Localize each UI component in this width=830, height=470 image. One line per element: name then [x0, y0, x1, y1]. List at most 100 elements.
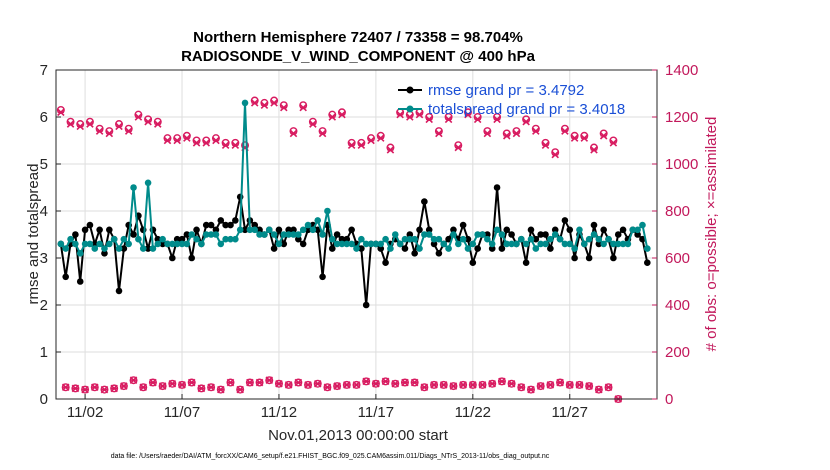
totalspread-point	[450, 231, 457, 238]
totalspread-point	[406, 235, 414, 243]
obs-assimilated-point	[338, 110, 346, 119]
obs-assimilated-point	[590, 146, 598, 154]
obs-assimilated-point	[197, 384, 206, 393]
totalspread-point	[275, 240, 283, 248]
rmse-point	[634, 231, 641, 238]
obs-assimilated-point	[401, 378, 409, 387]
totalspread-point	[188, 231, 196, 238]
rmse-point	[469, 259, 477, 267]
obs-possible-point	[400, 378, 409, 387]
totalspread-point	[135, 235, 142, 243]
totalspread-point	[72, 240, 79, 248]
totalspread-point	[246, 226, 254, 234]
rmse-point	[503, 226, 511, 234]
obs-assimilated-point	[129, 376, 138, 384]
y-right-tick-label: 1000	[665, 156, 698, 173]
obs-assimilated-point	[280, 103, 288, 112]
totalspread-point	[178, 240, 186, 248]
obs-assimilated-point	[304, 381, 312, 389]
plot-frame	[55, 69, 658, 400]
rmse-point	[358, 245, 365, 252]
chart-subtitle: RADIOSONDE_V_WIND_COMPONENT @ 400 hPa	[181, 48, 536, 65]
rmse-point	[183, 231, 191, 238]
totalspread-point	[285, 231, 292, 238]
obs-assimilated-point	[91, 383, 99, 392]
obs-assimilated-point	[488, 379, 496, 388]
totalspread-point	[164, 240, 171, 248]
obs-possible-point	[139, 383, 148, 392]
obs-assimilated-point	[565, 381, 574, 389]
totalspread-point	[493, 226, 501, 234]
obs-assimilated-point	[246, 378, 254, 387]
obs-assimilated-point	[139, 383, 148, 392]
totalspread-point	[328, 235, 336, 243]
obs-possible-point	[110, 384, 119, 393]
totalspread-point	[416, 245, 423, 252]
totalspread-point	[251, 226, 259, 234]
totalspread-point	[522, 240, 530, 248]
totalspread-point	[367, 240, 375, 248]
obs-assimilated-point	[71, 384, 80, 393]
totalspread-point	[396, 240, 404, 248]
totalspread-point	[362, 240, 370, 248]
obs-possible-point	[565, 380, 574, 389]
obs-possible-point	[497, 377, 506, 386]
totalspread-point	[106, 240, 113, 248]
obs-assimilated-point	[144, 117, 152, 126]
rmse-point	[96, 226, 103, 234]
obs-assimilated-point	[347, 141, 356, 149]
totalspread-point	[605, 235, 612, 243]
obs-assimilated-point	[294, 378, 303, 387]
obs-possible-point	[362, 377, 371, 386]
rmse-point	[493, 184, 501, 191]
obs-possible-point	[294, 378, 303, 387]
obs-assimilated-point	[333, 382, 341, 390]
totalspread-point	[614, 240, 622, 248]
legend: rmse grand pr = 3.4792 totalspread grand…	[398, 82, 625, 118]
y-axis-label-right: # of obs: o=possible; ×=assimilated	[703, 117, 720, 352]
obs-assimilated-point	[192, 139, 201, 147]
obs-assimilated-point	[469, 381, 477, 389]
totalspread-point	[556, 235, 564, 243]
rmse-point	[571, 254, 578, 262]
y-right-tick-label: 200	[665, 344, 690, 361]
obs-assimilated-point	[541, 141, 550, 149]
obs-possible-point	[381, 377, 390, 386]
y-tick-label: 4	[40, 203, 48, 220]
rmse-point	[450, 226, 457, 234]
totalspread-point	[377, 240, 385, 248]
totalspread-point	[193, 235, 200, 243]
obs-assimilated-point	[517, 383, 526, 392]
totalspread-point	[314, 217, 322, 224]
obs-assimilated-point	[367, 136, 375, 145]
obs-possible-point	[313, 379, 322, 388]
obs-assimilated-point	[585, 382, 593, 390]
rmse-point	[333, 231, 341, 238]
totalspread-point	[67, 235, 74, 243]
obs-assimilated-point	[551, 150, 559, 159]
totalspread-point	[508, 240, 515, 248]
obs-possible-point	[178, 380, 187, 389]
obs-assimilated-point	[120, 382, 128, 390]
rmse-point	[532, 235, 540, 243]
rmse-point	[169, 254, 176, 262]
obs-possible-point	[284, 380, 293, 389]
totalspread-point	[358, 235, 365, 243]
obs-assimilated-point	[250, 99, 259, 107]
obs-assimilated-point	[86, 120, 94, 128]
obs-possible-point	[391, 379, 400, 388]
rmse-point	[421, 198, 428, 205]
totalspread-point	[91, 245, 99, 252]
totalspread-point	[391, 231, 399, 238]
totalspread-point	[382, 235, 389, 243]
totalspread-point	[81, 240, 89, 248]
obs-assimilated-point	[134, 113, 143, 121]
totalspread-point	[169, 240, 176, 248]
obs-possible-point	[71, 384, 80, 393]
obs-assimilated-point	[265, 376, 274, 384]
obs-possible-point	[323, 383, 332, 392]
totalspread-point	[353, 245, 360, 252]
rmse-point	[498, 245, 506, 252]
totalspread-point	[435, 235, 443, 243]
y-right-tick-label: 400	[665, 297, 690, 314]
